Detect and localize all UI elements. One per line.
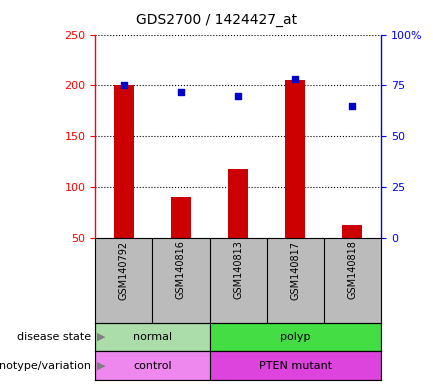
Text: genotype/variation: genotype/variation: [0, 361, 91, 371]
Text: GSM140792: GSM140792: [119, 241, 129, 300]
Bar: [171, 197, 191, 238]
Bar: [210, 351, 381, 380]
Bar: [114, 86, 134, 238]
Text: polyp: polyp: [280, 332, 310, 342]
Text: normal: normal: [133, 332, 172, 342]
Bar: [343, 225, 362, 238]
Text: GSM140813: GSM140813: [233, 241, 243, 300]
Text: GDS2700 / 1424427_at: GDS2700 / 1424427_at: [136, 13, 297, 27]
Point: [349, 103, 356, 109]
Text: PTEN mutant: PTEN mutant: [259, 361, 332, 371]
Text: ▶: ▶: [97, 361, 106, 371]
Bar: [95, 323, 210, 351]
Bar: [228, 169, 248, 238]
Bar: [210, 323, 381, 351]
Text: ▶: ▶: [97, 332, 106, 342]
Point: [178, 88, 184, 94]
Point: [120, 83, 127, 89]
Text: GSM140816: GSM140816: [176, 241, 186, 300]
Point: [235, 93, 242, 99]
Text: disease state: disease state: [17, 332, 91, 342]
Text: GSM140818: GSM140818: [347, 241, 358, 300]
Bar: [285, 80, 305, 238]
Text: GSM140817: GSM140817: [290, 241, 301, 300]
Text: control: control: [133, 361, 172, 371]
Bar: [95, 351, 210, 380]
Point: [292, 76, 299, 83]
